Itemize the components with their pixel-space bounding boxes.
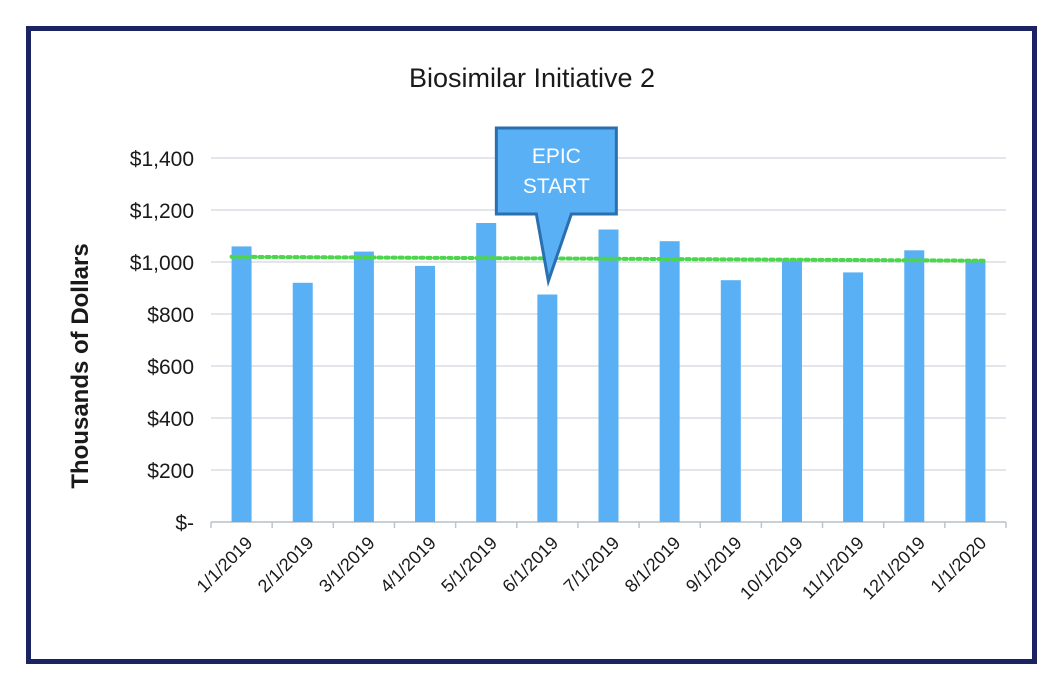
y-tick-label: $400: [147, 408, 194, 431]
bar: [781, 260, 802, 522]
trendline: [229, 254, 988, 263]
bar: [353, 251, 374, 522]
x-tick-label: 8/1/2019: [621, 533, 685, 597]
bar: [231, 246, 252, 522]
callout-label: START: [523, 175, 590, 198]
bar: [965, 260, 986, 522]
x-tick-label: 1/1/2020: [927, 533, 991, 597]
y-tick-labels: $- $200 $400 $600 $800 $1,000 $1,200 $1,400: [130, 148, 194, 535]
x-tick-label: 2/1/2019: [254, 533, 318, 597]
callout-shape: [494, 126, 618, 287]
y-tick-label: $600: [147, 356, 194, 379]
callout-label: EPIC: [532, 145, 581, 168]
epic-start-callout: EPIC START: [494, 126, 618, 287]
y-tick-label: $1,000: [130, 252, 194, 275]
x-tick-label: 10/1/2019: [736, 533, 807, 604]
bar: [904, 250, 925, 523]
x-tick-label: 11/1/2019: [798, 533, 868, 603]
bar: [598, 229, 619, 522]
bar: [292, 282, 313, 522]
y-axis-label: Thousands of Dollars: [67, 243, 94, 488]
y-tick-label: $1,200: [130, 200, 194, 223]
bar: [720, 280, 741, 522]
trendline-line: [229, 254, 988, 263]
y-tick-label: $-: [175, 512, 194, 535]
chart: Biosimilar Initiative 2 Thousands of Dol…: [67, 63, 1007, 604]
y-tick-label: $1,400: [130, 148, 194, 171]
x-tick-label: 7/1/2019: [560, 533, 624, 597]
x-tick-label: 3/1/2019: [315, 533, 379, 597]
bar: [537, 294, 558, 522]
y-tick-label: $800: [147, 304, 194, 327]
x-tick-label: 5/1/2019: [437, 533, 501, 597]
x-tick-label: 6/1/2019: [498, 533, 562, 597]
y-tick-label: $200: [147, 460, 194, 483]
bars: [231, 223, 986, 523]
bar: [659, 241, 680, 522]
bar: [415, 265, 436, 522]
x-tick-label: 9/1/2019: [682, 533, 746, 597]
x-tick-label: 12/1/2019: [858, 533, 929, 604]
x-tick-label: 1/1/2019: [193, 533, 257, 597]
x-tick-label: 4/1/2019: [376, 533, 440, 597]
bar: [476, 223, 497, 522]
x-tick-labels: 1/1/20192/1/20193/1/20194/1/20195/1/2019…: [193, 533, 991, 604]
chart-frame: Biosimilar Initiative 2 Thousands of Dol…: [26, 26, 1037, 664]
bar: [843, 272, 864, 522]
chart-title: Biosimilar Initiative 2: [409, 63, 655, 93]
